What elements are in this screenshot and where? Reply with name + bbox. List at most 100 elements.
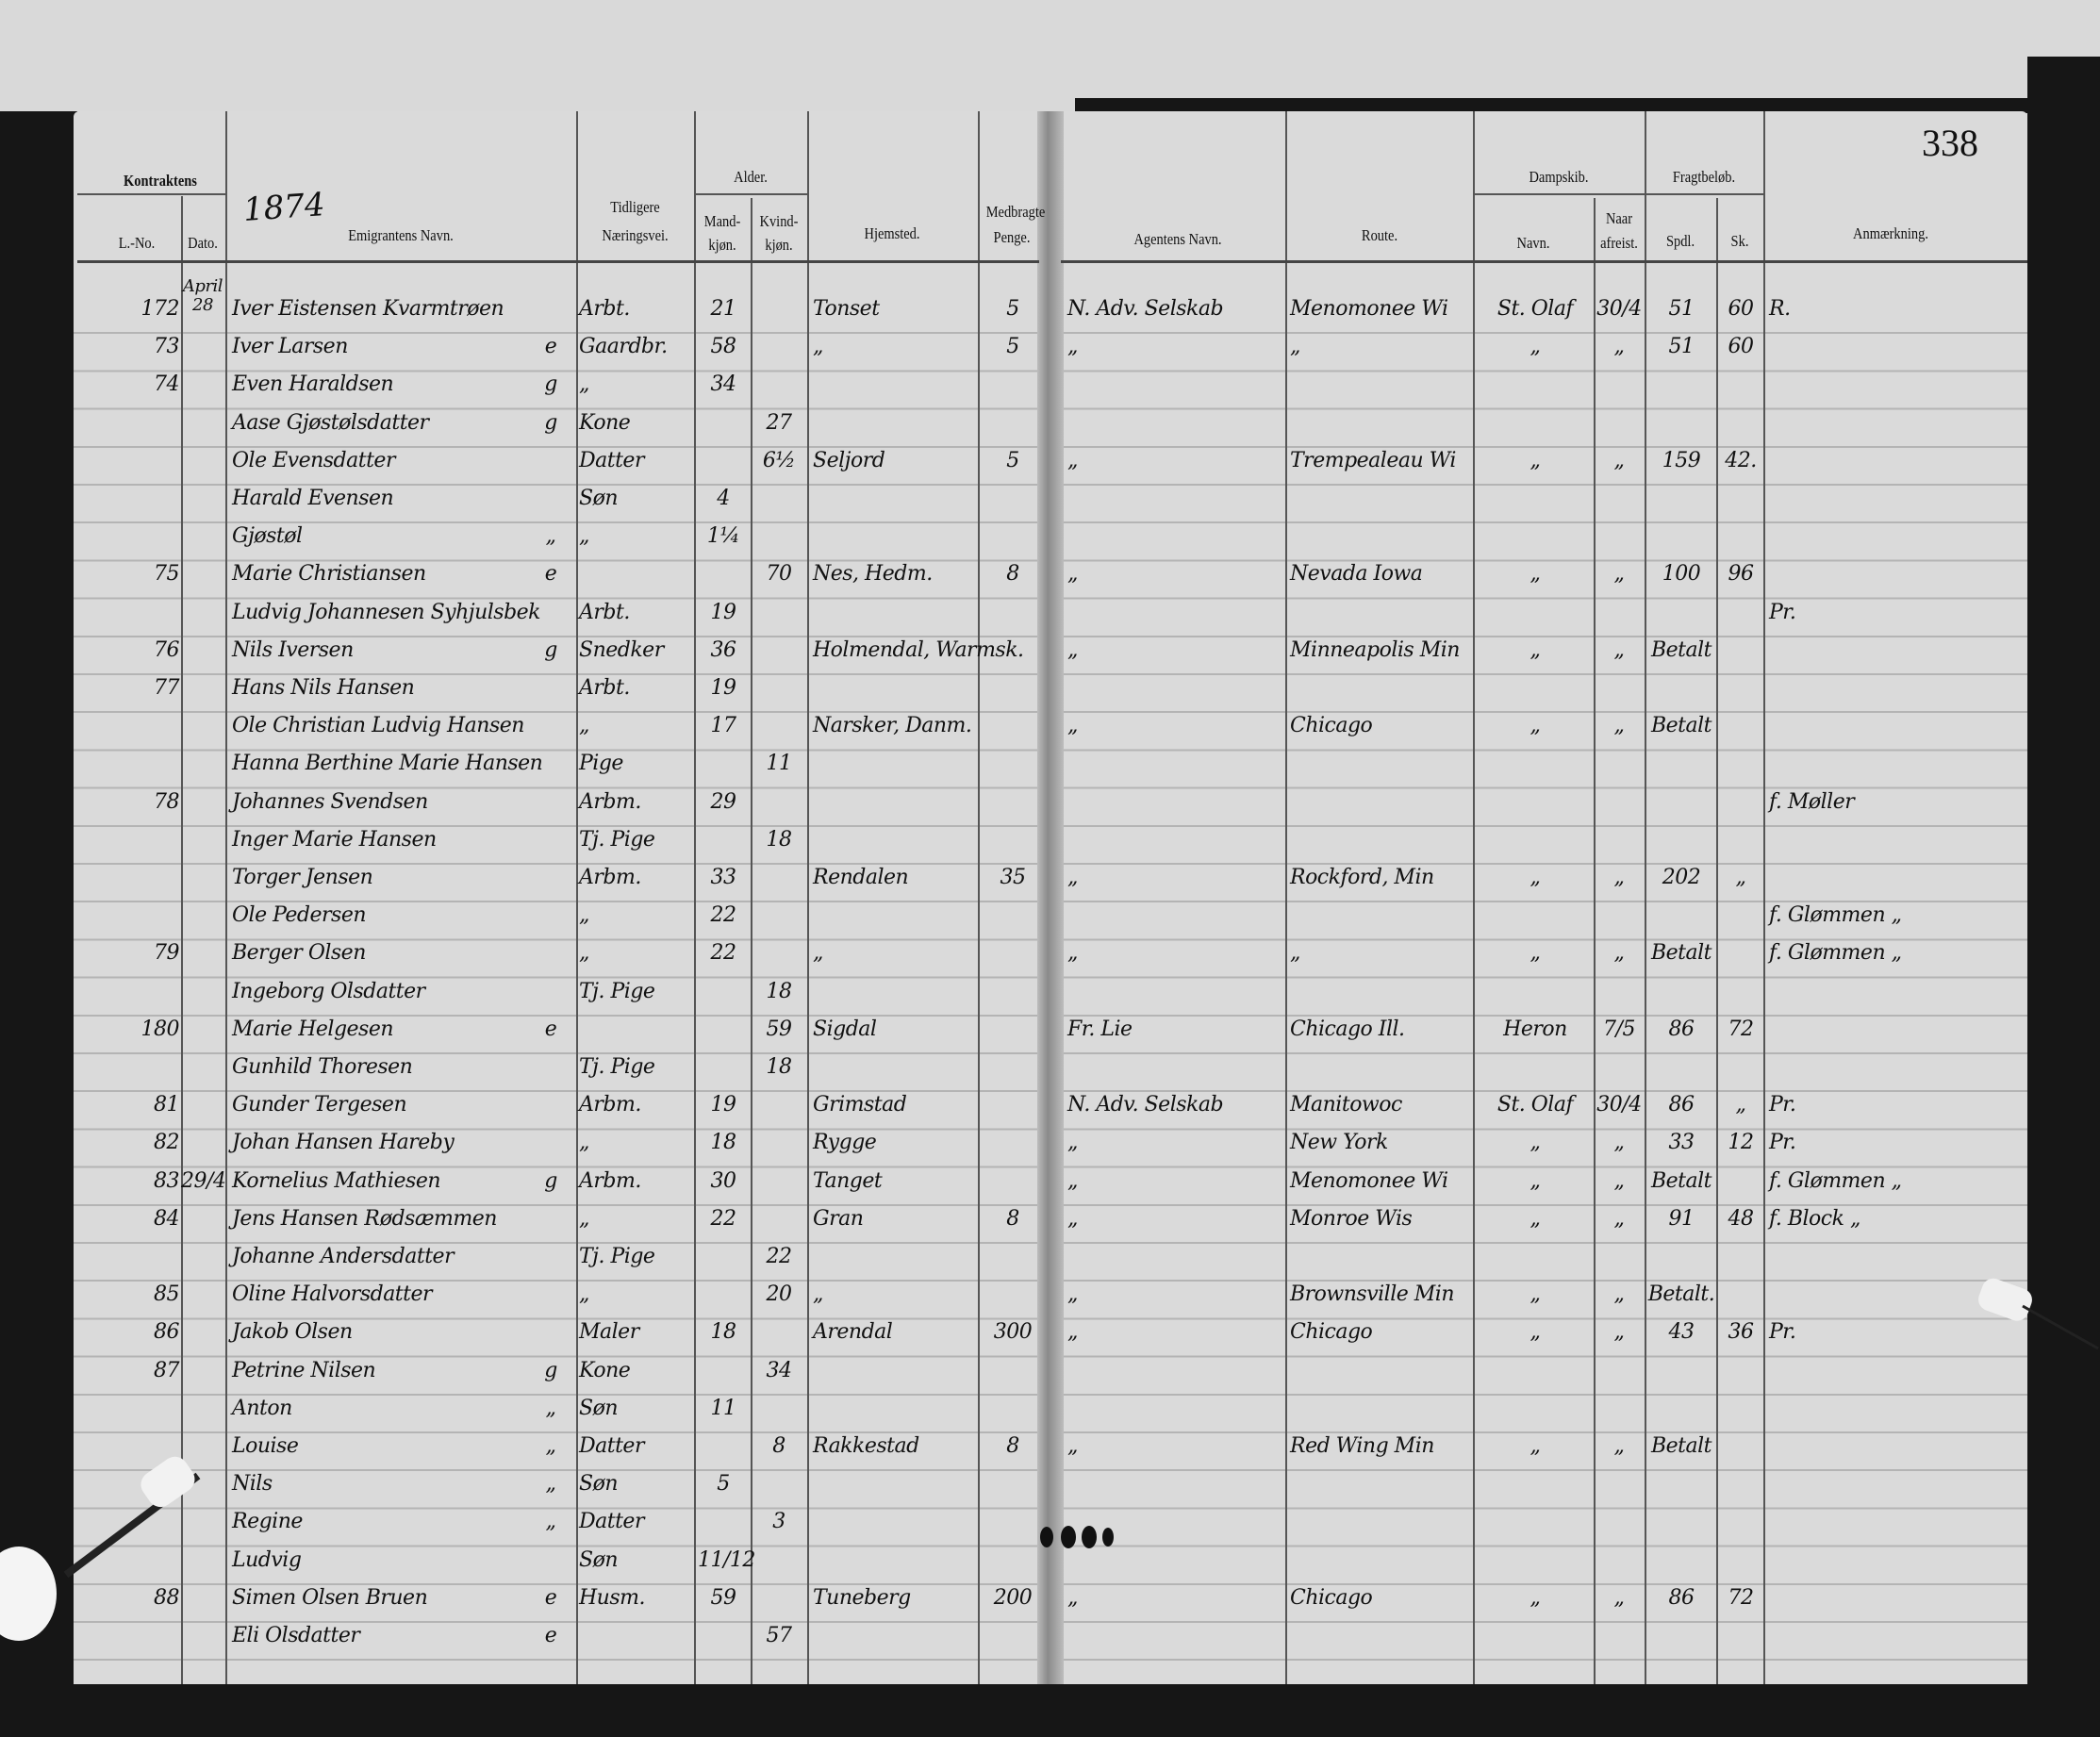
occupation: Arbm. [579, 866, 641, 889]
marital-mark: e [544, 335, 557, 359]
emigrant-name: Gunhild Thoresen [232, 1055, 413, 1079]
contract-number: 77 [154, 676, 180, 700]
ship-name: „ [1530, 1282, 1541, 1307]
departure-date: „ [1613, 1282, 1625, 1307]
contract-number: 79 [154, 941, 180, 966]
age-male: 36 [710, 637, 737, 662]
occupation: Søn [579, 487, 619, 510]
departure-date: „ [1613, 1320, 1625, 1345]
route: Chicago [1290, 714, 1373, 738]
ship-name: „ [1530, 1206, 1541, 1231]
header-naar: Naar [1605, 209, 1633, 227]
contract-number: 74 [154, 372, 180, 397]
age-female: 34 [766, 1358, 793, 1382]
money-brought: 5 [1006, 297, 1019, 321]
occupation: Tj. Pige [579, 827, 655, 852]
header-route: Route. [1361, 226, 1398, 244]
header-spdl: Spdl. [1665, 232, 1695, 250]
age-male: 22 [710, 941, 737, 966]
route: New York [1290, 1131, 1388, 1155]
agent-name: Fr. Lie [1067, 1017, 1133, 1041]
emigrant-name: Kornelius Mathiesen [232, 1168, 441, 1193]
fare-spdl: Betalt [1650, 714, 1712, 738]
marital-mark: e [544, 562, 557, 587]
fare-sk: 60 [1728, 297, 1755, 321]
ship-name: Heron [1503, 1017, 1567, 1041]
money-brought: 35 [1000, 866, 1027, 889]
departure-date: 7/5 [1603, 1017, 1635, 1041]
age-male: 29 [710, 789, 737, 814]
occupation: Arbt. [579, 676, 630, 700]
agent-name: „ [1067, 1282, 1078, 1307]
departure-date: „ [1613, 1434, 1625, 1458]
fare-spdl: 33 [1668, 1131, 1695, 1155]
header-sk: Sk. [1730, 232, 1749, 250]
home-place: Sigdal [813, 1017, 877, 1041]
marital-mark: e [544, 1017, 557, 1041]
column-rule [807, 111, 809, 1684]
ship-name: „ [1530, 1131, 1541, 1155]
book-cover-top-right [1075, 98, 2046, 113]
ship-name: St. Olaf [1496, 1093, 1574, 1117]
route: Chicago [1290, 1320, 1373, 1345]
emigrant-name: Johanne Andersdatter [232, 1245, 455, 1268]
occupation: Gaardbr. [579, 335, 668, 359]
home-place: Rakkestad [813, 1434, 919, 1458]
contract-number: 81 [154, 1093, 180, 1117]
emigrant-name: Harald Evensen [232, 487, 394, 510]
ship-name: St. Olaf [1496, 297, 1574, 321]
fare-spdl: 100 [1662, 562, 1701, 587]
departure-date: „ [1613, 1131, 1625, 1155]
column-rule [576, 111, 578, 1684]
ship-name: „ [1530, 562, 1541, 587]
home-place: Rendalen [813, 866, 909, 889]
agent-name: „ [1067, 1206, 1078, 1231]
fare-spdl: 51 [1668, 335, 1695, 359]
occupation: „ [579, 903, 589, 928]
ship-name: „ [1530, 1434, 1541, 1458]
column-rule [225, 111, 227, 1684]
page-number: 338 [1922, 122, 1978, 164]
ship-name: „ [1530, 866, 1541, 889]
age-male: 22 [710, 903, 737, 928]
home-place: Holmendal, Warmsk. [813, 637, 1024, 662]
column-rule [978, 111, 980, 1684]
header-afreist: afreist. [1600, 234, 1638, 252]
ship-name: „ [1530, 1320, 1541, 1345]
emigrant-name: Even Haraldsen [232, 372, 394, 397]
emigrant-name: Iver Eistensen Kvarmtrøen [232, 297, 504, 321]
contract-number: 78 [154, 789, 180, 814]
emigrant-name: Inger Marie Hansen [232, 827, 437, 852]
agent-name: „ [1067, 941, 1078, 966]
contract-number: 87 [154, 1358, 180, 1382]
route: Monroe Wis [1290, 1206, 1413, 1231]
header-medbragte: Medbragte [985, 203, 1046, 221]
remark: Pr. [1769, 600, 1796, 624]
header-l-no: L.-No. [118, 234, 156, 252]
route: Chicago Ill. [1290, 1017, 1405, 1041]
remark: f. Glømmen „ [1769, 903, 1902, 928]
contract-number: 83 [154, 1168, 180, 1193]
age-female: 18 [766, 827, 793, 852]
occupation: Datter [579, 1434, 644, 1458]
occupation: Kone [579, 410, 631, 435]
departure-date: „ [1613, 335, 1625, 359]
home-place: Grimstad [813, 1093, 907, 1117]
money-brought: 8 [1006, 1434, 1019, 1458]
fare-spdl: 43 [1668, 1320, 1695, 1345]
money-brought: 5 [1006, 448, 1019, 472]
header-dato: Dato. [188, 234, 218, 252]
marital-mark: g [544, 1168, 557, 1193]
contract-number: 85 [154, 1282, 180, 1307]
money-brought: 8 [1006, 1206, 1019, 1231]
money-brought: 5 [1006, 335, 1019, 359]
fare-spdl: Betalt [1650, 941, 1712, 966]
contract-date: 29/4 [181, 1168, 226, 1193]
pen-weight-right [1978, 1278, 2099, 1350]
occupation: Arbm. [579, 1168, 641, 1193]
home-place: Tonset [813, 297, 880, 321]
occupation: Maler [579, 1320, 639, 1345]
fare-spdl: Betalt. [1647, 1282, 1715, 1307]
agent-name: „ [1067, 562, 1078, 587]
age-female: 6½ [762, 448, 796, 472]
